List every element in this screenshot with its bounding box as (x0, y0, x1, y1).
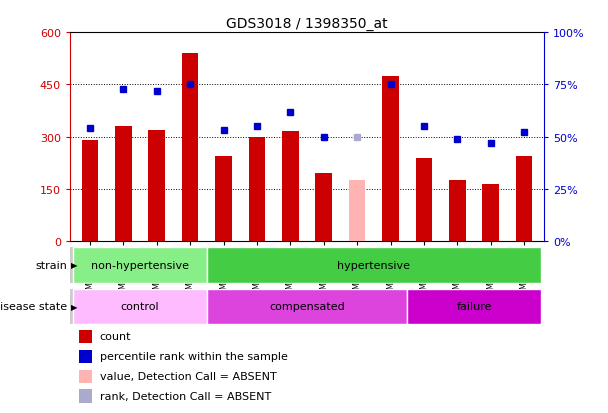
Bar (148, 131, 165, 242)
Text: failure: failure (456, 301, 492, 312)
Bar (207, 248, 541, 283)
Text: hypertensive: hypertensive (337, 260, 410, 271)
Bar (449, 181, 466, 242)
Bar (73, 289, 207, 324)
Bar (316, 174, 332, 242)
Bar (249, 137, 265, 242)
Text: ▶: ▶ (71, 302, 78, 311)
Bar (215, 157, 232, 242)
Bar (516, 157, 533, 242)
Text: value, Detection Call = ABSENT: value, Detection Call = ABSENT (100, 371, 277, 381)
Text: rank, Detection Call = ABSENT: rank, Detection Call = ABSENT (100, 391, 271, 401)
Bar (182, 54, 198, 242)
Bar (81, 141, 98, 242)
Text: ▶: ▶ (71, 261, 78, 270)
Text: compensated: compensated (269, 301, 345, 312)
Text: count: count (100, 332, 131, 342)
Text: control: control (121, 301, 159, 312)
Bar (416, 158, 432, 242)
Bar (349, 181, 365, 242)
Title: GDS3018 / 1398350_at: GDS3018 / 1398350_at (226, 17, 388, 31)
Bar (282, 132, 299, 242)
Text: disease state: disease state (0, 301, 67, 312)
Bar (407, 289, 541, 324)
Bar (73, 248, 207, 283)
Bar (482, 184, 499, 242)
Text: percentile rank within the sample: percentile rank within the sample (100, 351, 288, 361)
Bar (382, 76, 399, 242)
Text: strain: strain (35, 260, 67, 271)
Text: non-hypertensive: non-hypertensive (91, 260, 189, 271)
Bar (115, 127, 132, 242)
Bar (207, 289, 407, 324)
